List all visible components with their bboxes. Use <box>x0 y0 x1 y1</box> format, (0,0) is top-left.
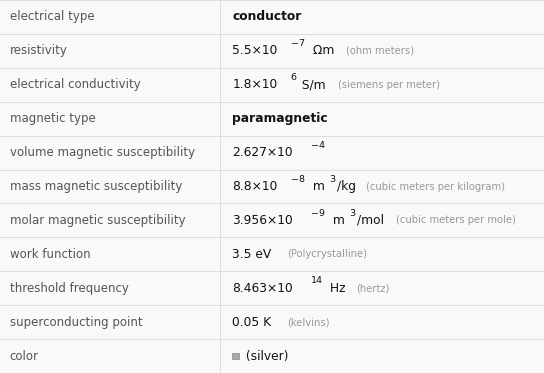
Text: /kg: /kg <box>337 180 356 193</box>
Text: 3.956×10: 3.956×10 <box>232 214 293 227</box>
Text: −7: −7 <box>291 39 305 48</box>
Text: 2.627×10: 2.627×10 <box>232 146 293 159</box>
Text: threshold frequency: threshold frequency <box>10 282 129 295</box>
Text: resistivity: resistivity <box>10 44 67 57</box>
Text: electrical conductivity: electrical conductivity <box>10 78 140 91</box>
Text: (hertz): (hertz) <box>356 283 389 293</box>
Text: 3.5 eV: 3.5 eV <box>232 248 271 261</box>
Text: electrical type: electrical type <box>10 10 95 23</box>
Text: work function: work function <box>10 248 90 261</box>
Text: volume magnetic susceptibility: volume magnetic susceptibility <box>10 146 195 159</box>
Text: superconducting point: superconducting point <box>10 316 143 329</box>
Text: (silver): (silver) <box>242 350 288 363</box>
Text: paramagnetic: paramagnetic <box>232 112 328 125</box>
Text: mass magnetic susceptibility: mass magnetic susceptibility <box>10 180 182 193</box>
Text: 5.5×10: 5.5×10 <box>232 44 277 57</box>
Text: 3: 3 <box>329 175 336 184</box>
Text: (kelvins): (kelvins) <box>287 317 330 327</box>
Text: (cubic meters per kilogram): (cubic meters per kilogram) <box>366 182 505 191</box>
Text: (cubic meters per mole): (cubic meters per mole) <box>397 216 516 225</box>
Text: Ωm: Ωm <box>309 44 334 57</box>
Text: (ohm meters): (ohm meters) <box>346 46 414 56</box>
Text: m: m <box>309 180 325 193</box>
Text: 0.05 K: 0.05 K <box>232 316 271 329</box>
Text: 1.8×10: 1.8×10 <box>232 78 277 91</box>
Text: 6: 6 <box>290 73 296 82</box>
Text: −8: −8 <box>291 175 305 184</box>
Text: /mol: /mol <box>357 214 384 227</box>
Text: −9: −9 <box>311 209 325 217</box>
Text: 14: 14 <box>311 276 323 285</box>
Bar <box>232 353 239 359</box>
Text: (siemens per meter): (siemens per meter) <box>338 80 441 90</box>
Text: magnetic type: magnetic type <box>10 112 96 125</box>
Text: (Polycrystalline): (Polycrystalline) <box>287 249 367 259</box>
Text: S/m: S/m <box>299 78 326 91</box>
Text: color: color <box>10 350 39 363</box>
Text: 8.463×10: 8.463×10 <box>232 282 293 295</box>
Text: conductor: conductor <box>232 10 302 23</box>
Text: Hz: Hz <box>326 282 345 295</box>
Text: 8.8×10: 8.8×10 <box>232 180 277 193</box>
Text: 3: 3 <box>349 209 355 217</box>
Text: −4: −4 <box>311 141 325 150</box>
Text: m: m <box>329 214 344 227</box>
Text: molar magnetic susceptibility: molar magnetic susceptibility <box>10 214 186 227</box>
